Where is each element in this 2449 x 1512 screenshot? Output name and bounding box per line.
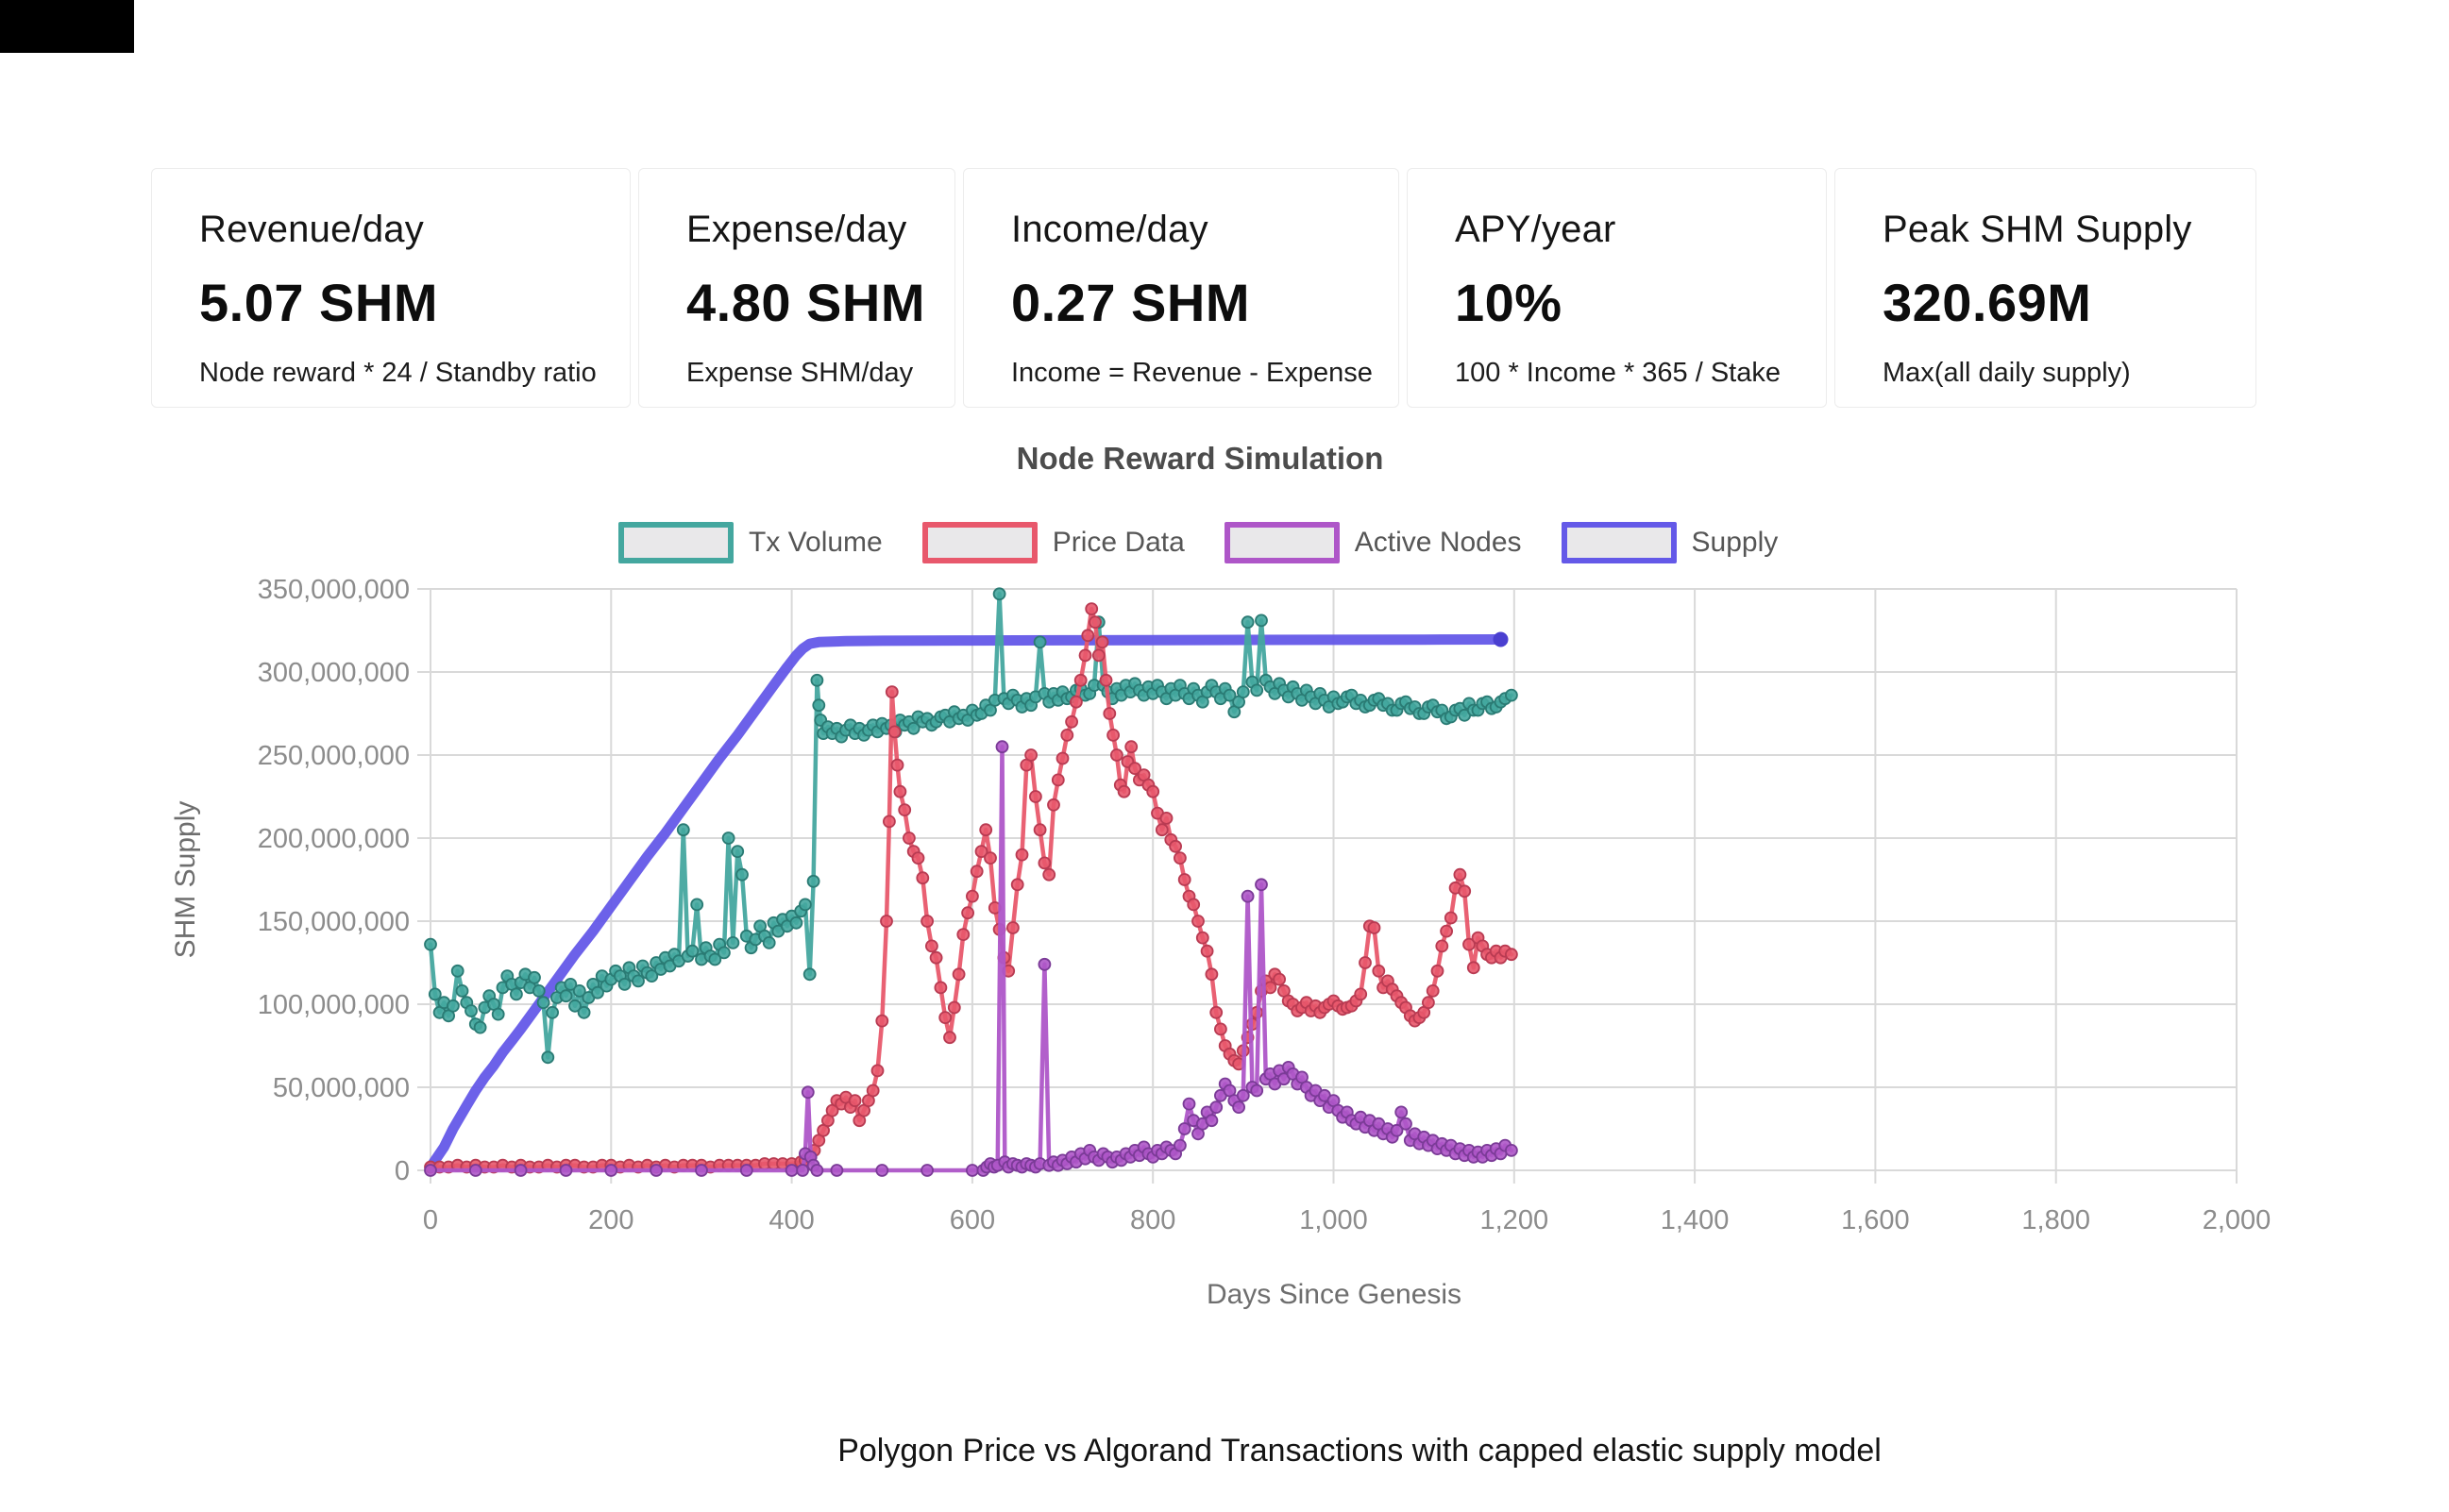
series-tx-volume: [424, 587, 1518, 1065]
y-tick-label: 300,000,000: [258, 658, 410, 688]
stat-formula: Max(all daily supply): [1883, 358, 2131, 388]
stat-value: 10%: [1455, 273, 1562, 332]
legend-label: Price Data: [1052, 527, 1185, 558]
x-tick-label: 200: [588, 1205, 633, 1235]
tx-volume-swatch-icon: [618, 522, 734, 563]
x-tick-label: 0: [423, 1205, 438, 1235]
x-tick-label: 600: [950, 1205, 995, 1235]
stat-value: 4.80 SHM: [686, 273, 925, 332]
stat-title: Revenue/day: [199, 209, 424, 250]
legend-item-tx-volume[interactable]: Tx Volume: [618, 522, 883, 563]
x-tick-label: 1,800: [2021, 1205, 2090, 1235]
stat-title: Peak SHM Supply: [1883, 209, 2192, 250]
stat-formula: Income = Revenue - Expense: [1011, 358, 1373, 388]
stat-card-income: Income/day 0.27 SHM Income = Revenue - E…: [963, 168, 1399, 408]
x-tick-label: 400: [768, 1205, 814, 1235]
legend-label: Supply: [1691, 527, 1779, 558]
stat-cards-row: Revenue/day 5.07 SHM Node reward * 24 / …: [151, 168, 2264, 408]
stat-title: Expense/day: [686, 209, 907, 250]
figure-caption: Polygon Price vs Algorand Transactions w…: [837, 1433, 1882, 1469]
chart-legend: Tx Volume Price Data Active Nodes Supply: [618, 522, 1817, 563]
x-tick-label: 1,600: [1841, 1205, 1910, 1235]
chart-title: Node Reward Simulation: [1016, 441, 1384, 476]
screen-corner-artifact: [0, 0, 134, 53]
legend-item-price-data[interactable]: Price Data: [921, 522, 1185, 563]
legend-item-active-nodes[interactable]: Active Nodes: [1224, 522, 1522, 563]
legend-label: Active Nodes: [1354, 527, 1522, 558]
stat-card-revenue: Revenue/day 5.07 SHM Node reward * 24 / …: [151, 168, 631, 408]
stat-title: APY/year: [1455, 209, 1616, 250]
x-tick-label: 1,000: [1299, 1205, 1368, 1235]
legend-item-supply[interactable]: Supply: [1561, 522, 1779, 563]
stat-formula: Node reward * 24 / Standby ratio: [199, 358, 597, 388]
stat-title: Income/day: [1011, 209, 1208, 250]
y-tick-label: 200,000,000: [258, 824, 410, 854]
series-active-nodes: [424, 740, 1518, 1177]
y-axis-title: SHM Supply: [170, 800, 201, 959]
x-axis-title: Days Since Genesis: [1206, 1279, 1462, 1310]
x-tick-label: 1,400: [1661, 1205, 1730, 1235]
supply-swatch-icon: [1561, 522, 1677, 563]
stat-card-peak-supply: Peak SHM Supply 320.69M Max(all daily su…: [1834, 168, 2256, 408]
series-price-data: [424, 602, 1518, 1174]
x-tick-label: 800: [1130, 1205, 1175, 1235]
stat-formula: Expense SHM/day: [686, 358, 914, 388]
y-tick-label: 350,000,000: [258, 575, 410, 605]
stat-value: 5.07 SHM: [199, 273, 438, 332]
stat-card-apy: APY/year 10% 100 * Income * 365 / Stake: [1407, 168, 1827, 408]
y-tick-label: 100,000,000: [258, 990, 410, 1020]
y-tick-label: 250,000,000: [258, 741, 410, 771]
price-data-swatch-icon: [921, 522, 1038, 563]
y-tick-label: 0: [395, 1156, 410, 1186]
legend-label: Tx Volume: [749, 527, 883, 558]
stat-value: 320.69M: [1883, 273, 2092, 332]
stat-value: 0.27 SHM: [1011, 273, 1250, 332]
series-supply: [425, 631, 1509, 1172]
stat-card-expense: Expense/day 4.80 SHM Expense SHM/day: [638, 168, 955, 408]
active-nodes-swatch-icon: [1224, 522, 1340, 563]
y-tick-label: 50,000,000: [273, 1073, 410, 1103]
stat-formula: 100 * Income * 365 / Stake: [1455, 358, 1781, 388]
y-tick-label: 150,000,000: [258, 907, 410, 937]
x-tick-label: 2,000: [2203, 1205, 2272, 1235]
x-tick-label: 1,200: [1480, 1205, 1549, 1235]
